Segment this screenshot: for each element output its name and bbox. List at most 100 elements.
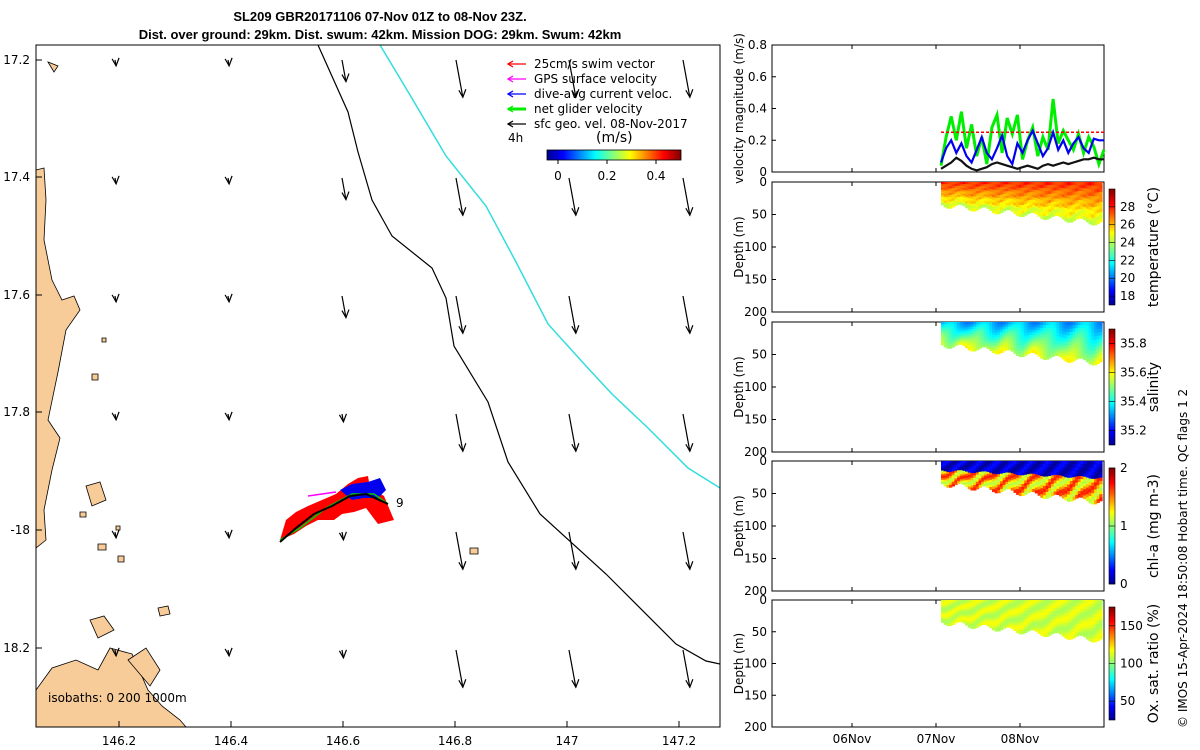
profile-cell bbox=[1008, 618, 1012, 621]
profile-cell bbox=[1034, 330, 1039, 334]
profile-cell bbox=[1029, 204, 1033, 208]
velocity-arrow-head bbox=[111, 411, 120, 422]
profile-cell bbox=[1043, 495, 1047, 499]
profile-cell bbox=[1069, 635, 1074, 640]
profile-cell bbox=[949, 610, 953, 614]
profile-cell bbox=[1026, 620, 1031, 624]
profile-cell bbox=[1029, 209, 1033, 213]
profile-cell bbox=[1034, 618, 1039, 622]
surface-velocity-arrows bbox=[111, 57, 694, 689]
profile-cell bbox=[1010, 478, 1015, 481]
profile-cell bbox=[1032, 600, 1036, 604]
profile-cell bbox=[1094, 199, 1098, 204]
profile-cell bbox=[1000, 192, 1004, 196]
profile-cell bbox=[1085, 629, 1090, 633]
profile-cell bbox=[981, 332, 985, 336]
profile-cell bbox=[957, 187, 961, 190]
profile-cell bbox=[946, 205, 950, 209]
profile-cell bbox=[1085, 461, 1090, 465]
profile-cell bbox=[1008, 611, 1012, 615]
profile-cell bbox=[949, 482, 953, 486]
profile-cell bbox=[1061, 185, 1066, 189]
profile-cell bbox=[1067, 182, 1071, 186]
profile-cell bbox=[1008, 622, 1012, 626]
profile-cell bbox=[1099, 185, 1103, 190]
profile-cell bbox=[975, 461, 980, 464]
profile-cell bbox=[1077, 600, 1082, 604]
profile-cell bbox=[975, 602, 980, 606]
profile-cell bbox=[1034, 477, 1039, 481]
profile-cell bbox=[1002, 324, 1006, 328]
profile-cell bbox=[957, 475, 961, 479]
profile-cell bbox=[1024, 474, 1028, 479]
panel-y-tick-label: 0.6 bbox=[748, 70, 767, 84]
profile-cell bbox=[1075, 356, 1079, 360]
profile-cell bbox=[981, 340, 985, 344]
profile-cell bbox=[1021, 486, 1025, 491]
profile-cell bbox=[1053, 330, 1057, 334]
profile-cell bbox=[1026, 628, 1031, 632]
profile-cell bbox=[959, 601, 964, 605]
profile-cell bbox=[1091, 493, 1095, 498]
profile-cell bbox=[1094, 461, 1098, 466]
profile-cell bbox=[1083, 325, 1087, 329]
profile-cell bbox=[1005, 188, 1009, 192]
profile-cell bbox=[975, 195, 980, 199]
profile-cell bbox=[1075, 606, 1079, 610]
profile-cell bbox=[970, 338, 974, 342]
profile-cell bbox=[1053, 212, 1057, 216]
profile-cell bbox=[946, 341, 950, 345]
profile-cell bbox=[1005, 345, 1009, 348]
profile-cell bbox=[1061, 491, 1066, 496]
profile-cell bbox=[967, 467, 972, 471]
profile-cell bbox=[1026, 618, 1031, 622]
profile-cell bbox=[1094, 329, 1098, 334]
profile-cell bbox=[970, 326, 974, 330]
profile-cell bbox=[1091, 336, 1095, 341]
profile-cell bbox=[1075, 340, 1079, 345]
profile-cell bbox=[1077, 473, 1082, 477]
profile-cell bbox=[1008, 338, 1012, 342]
profile-cell bbox=[986, 608, 990, 612]
profile-cell bbox=[1091, 607, 1095, 611]
profile-cell bbox=[1013, 340, 1017, 344]
profile-cell bbox=[1008, 602, 1012, 606]
profile-cell bbox=[962, 324, 966, 327]
profile-cell bbox=[1010, 339, 1015, 342]
profile-cell bbox=[1010, 468, 1015, 472]
profile-cell bbox=[994, 463, 998, 467]
profile-cell bbox=[1094, 600, 1098, 604]
profile-cell bbox=[1077, 352, 1082, 356]
profile-cell bbox=[1099, 358, 1103, 363]
profile-cell bbox=[978, 467, 982, 471]
profile-cell bbox=[1000, 463, 1004, 467]
profile-cell bbox=[1013, 329, 1017, 333]
profile-cell bbox=[1080, 331, 1084, 335]
profile-cell bbox=[957, 605, 961, 608]
profile-cell bbox=[992, 624, 996, 628]
profile-cell bbox=[1051, 478, 1055, 482]
profile-cell bbox=[1024, 333, 1028, 337]
profile-cell bbox=[954, 617, 958, 620]
profile-cell bbox=[951, 602, 955, 605]
profile-cell bbox=[1072, 461, 1076, 465]
profile-cell bbox=[1080, 349, 1084, 353]
profile-cell bbox=[1067, 622, 1071, 627]
profile-cell bbox=[1083, 210, 1087, 214]
profile-cell bbox=[1013, 602, 1017, 606]
profile-cell bbox=[997, 468, 1001, 473]
profile-cell bbox=[941, 331, 945, 334]
profile-cell bbox=[1018, 353, 1023, 358]
profile-cell bbox=[951, 616, 955, 619]
profile-cell bbox=[1099, 332, 1103, 336]
profile-cell bbox=[970, 189, 974, 193]
profile-cell bbox=[983, 198, 988, 202]
profile-cell bbox=[962, 341, 966, 345]
profile-cell bbox=[1021, 184, 1025, 189]
profile-cell bbox=[1051, 193, 1055, 197]
profile-cell bbox=[986, 467, 990, 471]
velocity-arrow-head bbox=[571, 561, 580, 571]
profile-cell bbox=[957, 202, 961, 205]
profile-cell bbox=[997, 345, 1001, 349]
profile-cell bbox=[967, 322, 972, 325]
